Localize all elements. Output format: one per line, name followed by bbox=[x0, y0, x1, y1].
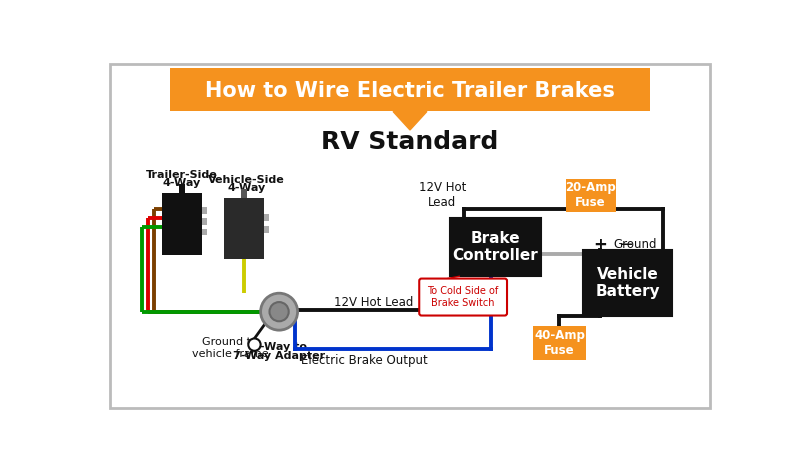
Text: How to Wire Electric Trailer Brakes: How to Wire Electric Trailer Brakes bbox=[205, 81, 615, 101]
Text: 20-Amp
Fuse: 20-Amp Fuse bbox=[565, 181, 616, 209]
Circle shape bbox=[261, 293, 298, 330]
FancyBboxPatch shape bbox=[419, 279, 507, 316]
FancyBboxPatch shape bbox=[534, 325, 586, 360]
Text: 40-Amp
Fuse: 40-Amp Fuse bbox=[534, 329, 585, 357]
FancyBboxPatch shape bbox=[264, 226, 269, 233]
FancyBboxPatch shape bbox=[110, 64, 710, 408]
Text: 12V Hot Lead: 12V Hot Lead bbox=[334, 296, 414, 309]
Text: To Cold Side of
Brake Switch: To Cold Side of Brake Switch bbox=[427, 286, 498, 308]
FancyBboxPatch shape bbox=[162, 193, 202, 255]
FancyBboxPatch shape bbox=[450, 218, 541, 276]
Polygon shape bbox=[393, 112, 427, 130]
FancyBboxPatch shape bbox=[170, 68, 650, 112]
Text: +: + bbox=[594, 236, 607, 254]
Circle shape bbox=[248, 339, 261, 351]
FancyBboxPatch shape bbox=[224, 198, 264, 259]
Text: 4-Way to: 4-Way to bbox=[252, 342, 306, 352]
FancyBboxPatch shape bbox=[202, 228, 207, 235]
FancyBboxPatch shape bbox=[202, 218, 207, 225]
Text: Vehicle
Battery: Vehicle Battery bbox=[595, 267, 660, 299]
FancyBboxPatch shape bbox=[241, 189, 246, 198]
Text: 7-Way Adapter: 7-Way Adapter bbox=[233, 351, 325, 361]
FancyBboxPatch shape bbox=[264, 214, 269, 221]
FancyBboxPatch shape bbox=[202, 207, 207, 214]
Text: Vehicle-Side: Vehicle-Side bbox=[208, 175, 285, 185]
Text: −: − bbox=[618, 236, 633, 254]
Text: RV Standard: RV Standard bbox=[322, 130, 498, 154]
FancyBboxPatch shape bbox=[583, 250, 672, 316]
Text: 4-Way: 4-Way bbox=[163, 178, 202, 188]
Text: Ground: Ground bbox=[614, 238, 657, 251]
Text: 4-Way: 4-Way bbox=[228, 184, 266, 193]
FancyBboxPatch shape bbox=[179, 184, 185, 193]
Text: Trailer-Side: Trailer-Side bbox=[146, 170, 218, 180]
Text: Brake
Controller: Brake Controller bbox=[453, 231, 538, 263]
Circle shape bbox=[270, 302, 289, 321]
FancyBboxPatch shape bbox=[566, 179, 615, 212]
Text: 12V Hot
Lead: 12V Hot Lead bbox=[418, 181, 466, 209]
Text: Electric Brake Output: Electric Brake Output bbox=[301, 354, 428, 368]
Text: Ground to
vehicle frame: Ground to vehicle frame bbox=[191, 337, 268, 359]
